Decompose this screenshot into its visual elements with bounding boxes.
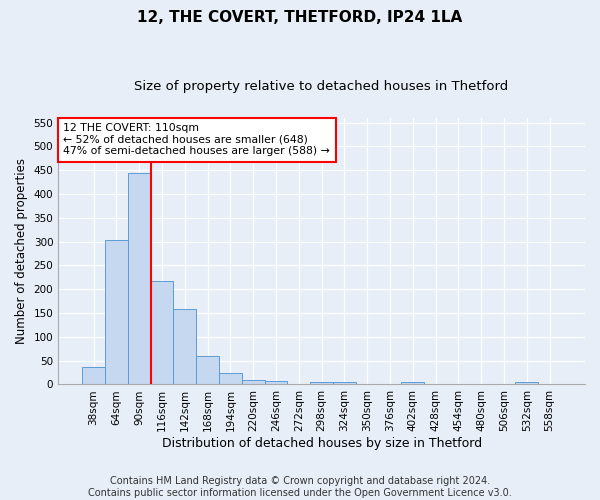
Bar xyxy=(242,380,265,384)
Bar xyxy=(333,382,356,384)
Y-axis label: Number of detached properties: Number of detached properties xyxy=(15,158,28,344)
Bar xyxy=(151,281,173,384)
Bar xyxy=(401,382,424,384)
Bar xyxy=(515,382,538,384)
Bar xyxy=(105,240,128,384)
Text: Contains HM Land Registry data © Crown copyright and database right 2024.
Contai: Contains HM Land Registry data © Crown c… xyxy=(88,476,512,498)
Text: 12 THE COVERT: 110sqm
← 52% of detached houses are smaller (648)
47% of semi-det: 12 THE COVERT: 110sqm ← 52% of detached … xyxy=(64,123,330,156)
X-axis label: Distribution of detached houses by size in Thetford: Distribution of detached houses by size … xyxy=(161,437,482,450)
Title: Size of property relative to detached houses in Thetford: Size of property relative to detached ho… xyxy=(134,80,509,93)
Bar xyxy=(219,372,242,384)
Bar xyxy=(310,382,333,384)
Bar xyxy=(196,356,219,384)
Bar xyxy=(173,309,196,384)
Bar xyxy=(82,367,105,384)
Bar xyxy=(128,174,151,384)
Bar xyxy=(265,380,287,384)
Text: 12, THE COVERT, THETFORD, IP24 1LA: 12, THE COVERT, THETFORD, IP24 1LA xyxy=(137,10,463,25)
